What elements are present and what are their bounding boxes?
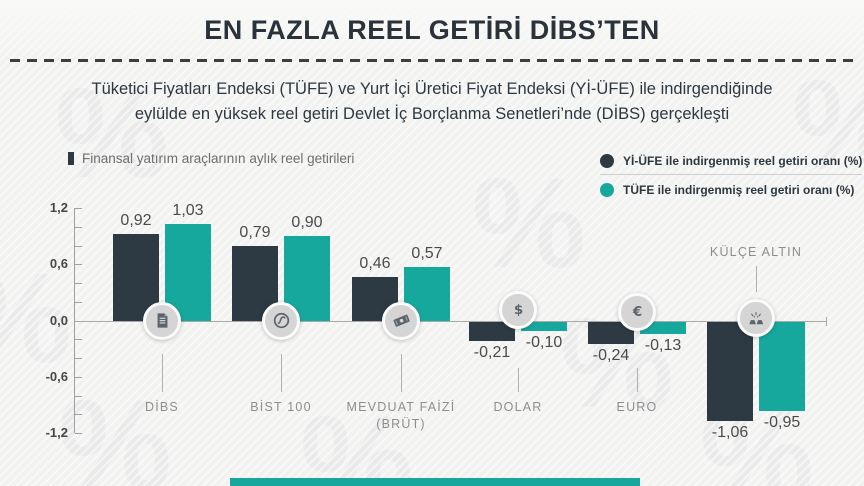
category-connector [756, 266, 757, 292]
bar-value-label: 0,90 [291, 214, 323, 232]
bar-yiufe [707, 321, 753, 421]
bar-value-label: -0,13 [644, 336, 682, 354]
y-axis-label: 1,2 [49, 200, 68, 215]
y-axis-tick [75, 433, 82, 434]
category-connector [281, 354, 282, 392]
euro-icon: € [618, 292, 656, 331]
category-connector [401, 354, 402, 392]
y-axis-tick [75, 395, 82, 397]
svg-text:€: € [631, 305, 641, 320]
y-axis-tick [75, 208, 82, 209]
y-axis-tick [75, 264, 82, 266]
bar-value-label: 1,03 [172, 201, 204, 219]
banknote-icon [382, 301, 420, 340]
gold-bars-icon [737, 299, 775, 337]
bar-value-label: 0,57 [411, 245, 443, 263]
y-axis-label: 0,6 [49, 256, 68, 272]
footer-accent-bar [230, 478, 640, 486]
category-label: EURO [616, 400, 658, 414]
y-axis-label: -1,2 [45, 425, 68, 440]
bar-value-label: -0,10 [525, 333, 563, 351]
y-axis-label: 0,0 [49, 312, 68, 328]
category-connector [162, 354, 163, 392]
y-axis-tick [75, 245, 82, 247]
y-axis-tick [75, 301, 82, 303]
y-axis-tick [75, 339, 82, 341]
y-axis-tick [75, 226, 82, 228]
y-axis-label: -0,6 [45, 368, 68, 384]
bar-value-label: -0,95 [763, 413, 801, 431]
y-axis-tick [75, 414, 82, 416]
dollar-icon: $ [499, 290, 537, 329]
bar-tufe [759, 321, 805, 411]
y-axis-tick [75, 283, 82, 284]
category-connector [518, 368, 519, 392]
category-label: KÜLÇE ALTIN [709, 245, 803, 259]
y-axis-tick [75, 376, 82, 378]
y-axis-tick [75, 358, 82, 359]
zero-baseline-endcap [826, 316, 827, 326]
svg-text:$: $ [513, 303, 522, 318]
document-icon [143, 301, 181, 340]
category-connector [637, 368, 638, 392]
chart-ring-icon [262, 301, 300, 340]
